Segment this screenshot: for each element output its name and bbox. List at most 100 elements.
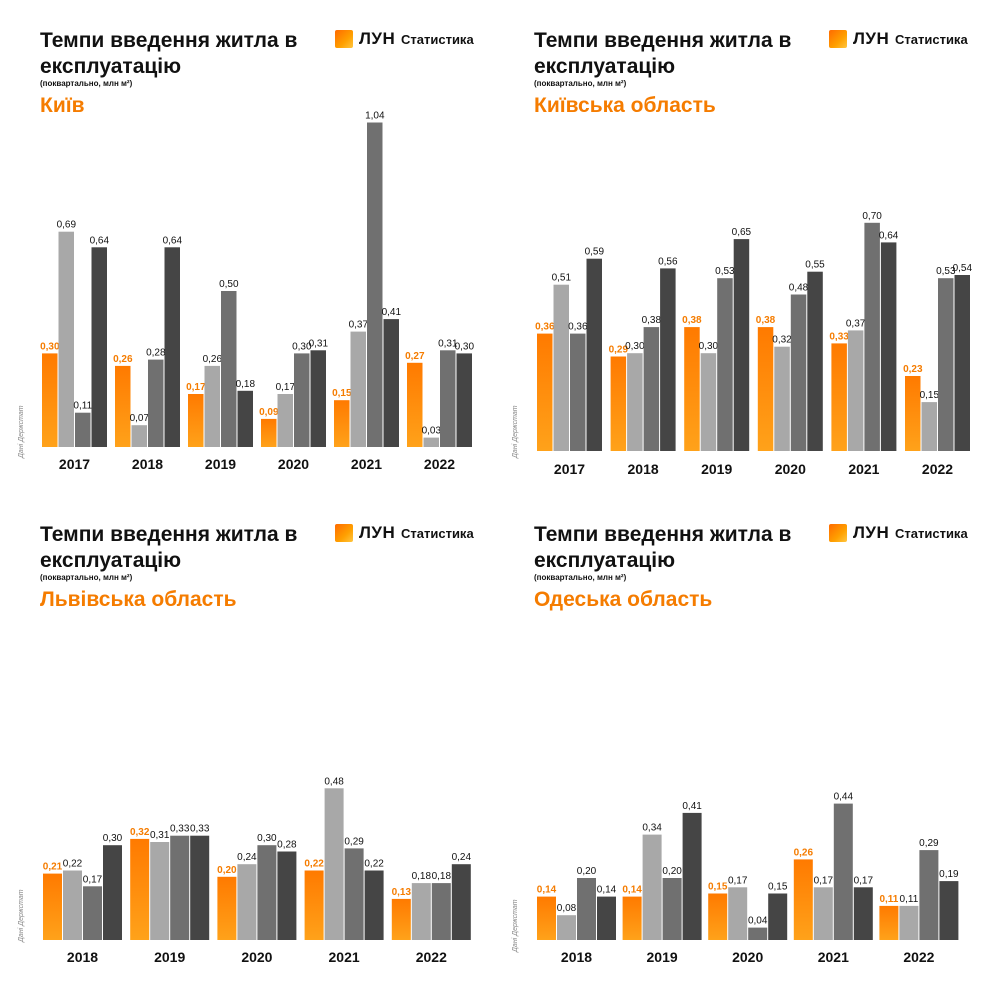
bar-2022-q4	[456, 353, 472, 447]
year-label-2019: 2019	[154, 949, 185, 965]
value-label-2022-q4: 0,24	[452, 852, 472, 863]
value-label-2019-q3: 0,33	[170, 824, 190, 835]
year-label-2022: 2022	[416, 949, 447, 965]
value-label-2022-q4: 0,30	[455, 341, 475, 352]
value-label-2020-q3: 0,30	[257, 833, 277, 844]
value-label-2022-q1: 0,11	[879, 894, 898, 905]
value-label-2022-q3: 0,53	[936, 266, 956, 277]
value-label-2018-q1: 0,14	[537, 885, 557, 896]
value-label-2020-q1: 0,20	[217, 865, 237, 876]
value-label-2019-q2: 0,26	[203, 354, 223, 365]
value-label-2017-q2: 0,51	[552, 273, 572, 284]
bar-2019-q3	[170, 835, 190, 940]
value-label-2020-q4: 0,15	[768, 882, 788, 893]
value-label-2021-q2: 0,37	[846, 318, 866, 329]
bar-2021-q4	[880, 242, 897, 451]
value-label-2020-q1: 0,09	[259, 407, 279, 418]
value-label-2019-q2: 0,34	[642, 823, 662, 834]
bar-2019-q1	[684, 327, 700, 451]
value-label-2019-q4: 0,41	[682, 801, 702, 812]
bar-2022-q3	[440, 350, 456, 447]
value-label-2018-q4: 0,56	[658, 256, 678, 267]
value-label-2018-q3: 0,20	[577, 866, 597, 877]
value-label-2019-q4: 0,33	[190, 824, 210, 835]
logo-word: ЛУН	[853, 29, 890, 48]
value-label-2021-q3: 0,70	[862, 211, 882, 222]
bar-2021-q2	[324, 788, 344, 940]
bar-2018-q2	[627, 353, 643, 451]
bar-2019-q4	[733, 239, 750, 451]
year-label-2018: 2018	[561, 949, 592, 965]
bar-2020-q4	[277, 851, 297, 940]
chart-title: Темпи введення житла в експлуатацію	[534, 29, 792, 78]
lun-logo-icon	[335, 524, 353, 542]
chart-panel-kyiv-oblast: Темпи введення житла в експлуатацію (пок…	[494, 0, 994, 500]
value-label-2022-q3: 0,31	[438, 338, 458, 349]
bar-2020-q3	[790, 294, 807, 451]
bar-2022-q2	[921, 402, 937, 451]
value-label-2020-q1: 0,15	[708, 882, 728, 893]
bar-2022-q3	[919, 850, 939, 940]
year-label-2021: 2021	[351, 456, 382, 472]
value-label-2020-q3: 0,48	[789, 283, 809, 294]
bar-2020-q4	[807, 271, 823, 451]
year-label-2022: 2022	[922, 461, 953, 477]
bar-2022-q4	[451, 864, 471, 940]
value-label-2020-q2: 0,32	[772, 335, 792, 346]
value-label-2017-q4: 0,64	[90, 235, 110, 246]
year-label-2020: 2020	[732, 949, 763, 965]
bar-chart: 0,30 0,69 0,11 0,64 2017 0,26 0,07 0,28 0,64 2018…	[40, 111, 475, 473]
value-label-2017-q1: 0,30	[40, 341, 60, 352]
value-label-2018-q3: 0,38	[642, 315, 662, 326]
bar-2022-q1	[391, 898, 411, 940]
value-label-2021-q2: 0,17	[814, 875, 834, 886]
value-label-2019-q3: 0,53	[715, 266, 735, 277]
value-label-2017-q4: 0,59	[585, 247, 605, 258]
region-label: Львівська область	[40, 588, 237, 611]
value-label-2021-q4: 0,41	[382, 307, 402, 318]
value-label-2020-q2: 0,24	[237, 852, 257, 863]
bar-2020-q2	[277, 394, 293, 447]
bar-2019-q2	[642, 834, 662, 940]
bar-2018-q1	[43, 873, 62, 940]
bar-2020-q1	[757, 327, 774, 451]
bar-chart: 0,140,080,200,1420180,140,340,200,412019…	[537, 792, 959, 965]
value-label-2017-q3: 0,11	[73, 401, 92, 412]
bar-2019-q1	[188, 394, 204, 447]
value-label-2022-q4: 0,19	[939, 869, 959, 880]
bar-chart: 0,360,510,360,5920170,290,300,380,562018…	[535, 211, 972, 477]
bar-2020-q3	[257, 845, 277, 940]
year-label-2020: 2020	[278, 456, 309, 472]
bar-2020-q1	[261, 418, 277, 447]
bar-2019-q2	[150, 842, 170, 940]
value-label-2018-q2: 0,22	[63, 859, 83, 870]
bar-2020-q3	[748, 927, 768, 940]
value-label-2022-q1: 0,23	[903, 364, 923, 375]
chart-subtitle: (поквартально, млн м²)	[534, 573, 627, 582]
bar-2022-q2	[899, 905, 919, 940]
bar-2017-q4	[91, 247, 107, 447]
value-label-2022-q2: 0,11	[900, 894, 919, 905]
value-label-2021-q2: 0,37	[349, 320, 369, 331]
logo-statistics: Статистика	[401, 32, 474, 47]
bar-2017-q3	[75, 412, 91, 447]
bar-2021-q1	[831, 343, 847, 451]
bar-2020-q2	[774, 346, 790, 451]
bar-2019-q2	[204, 365, 220, 447]
value-label-2019-q1: 0,17	[186, 382, 206, 393]
bar-2021-q2	[813, 887, 833, 940]
value-label-2021-q4: 0,64	[879, 230, 899, 241]
value-label-2020-q2: 0,17	[276, 382, 296, 393]
year-label-2018: 2018	[132, 456, 163, 472]
chart-subtitle: (поквартально, млн м²)	[534, 79, 627, 88]
chart-title: Темпи введення житла в експлуатацію	[40, 29, 298, 78]
bar-2019-q2	[700, 353, 717, 451]
year-label-2021: 2021	[329, 949, 360, 965]
chart-panel-lviv-oblast: Темпи введення житла в експлуатацію (пок…	[0, 494, 500, 994]
year-label-2020: 2020	[241, 949, 272, 965]
value-label-2022-q3: 0,29	[919, 838, 939, 849]
bar-2021-q4	[383, 319, 399, 447]
bar-2018-q4	[103, 845, 122, 940]
value-label-2021-q2: 0,48	[324, 776, 344, 787]
bar-2018-q3	[83, 886, 102, 940]
